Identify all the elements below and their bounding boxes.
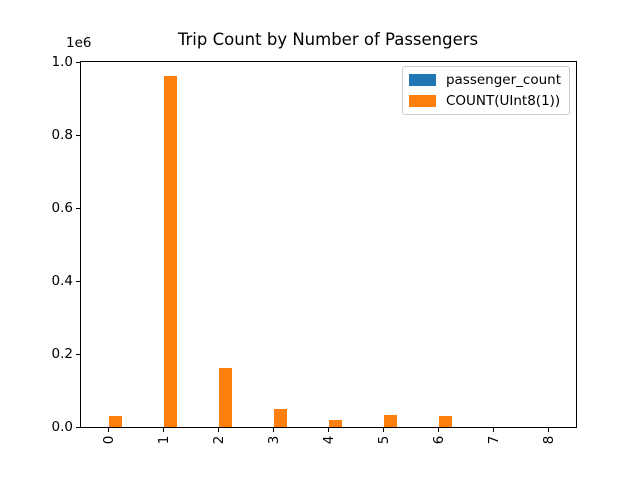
x-tick-mark — [328, 428, 329, 432]
x-tick-label: 3 — [265, 435, 282, 445]
y-tick-label: 0.2 — [51, 346, 73, 362]
y-axis-offset-label: 1e6 — [66, 35, 92, 51]
x-tick-label: 6 — [430, 435, 447, 445]
x-tick-label: 5 — [375, 435, 392, 445]
x-tick-mark — [163, 428, 164, 432]
x-tick-mark — [493, 428, 494, 432]
x-tick-label: 1 — [155, 435, 172, 445]
x-tick-mark — [548, 428, 549, 432]
legend-swatch — [408, 74, 436, 86]
legend: passenger_count COUNT(UInt8(1)) — [401, 66, 570, 115]
legend-swatch — [408, 95, 436, 107]
y-tick-mark — [76, 207, 80, 209]
plot-area: passenger_count COUNT(UInt8(1)) 0.0 0.2 0.4… — [52, 54, 577, 444]
bar-count-5 — [383, 414, 398, 427]
bar-count-4 — [328, 419, 343, 427]
bar-count-2 — [218, 367, 233, 427]
x-tick-mark — [273, 428, 274, 432]
bar-count-0 — [108, 416, 123, 427]
y-tick-label: 0.8 — [51, 127, 73, 143]
y-tick-mark — [76, 280, 80, 282]
chart-title: Trip Count by Number of Passengers — [177, 30, 479, 49]
legend-label: passenger_count — [445, 72, 561, 88]
x-tick-mark — [218, 428, 219, 432]
x-tick-mark — [438, 428, 439, 432]
legend-label: COUNT(UInt8(1)) — [445, 93, 561, 109]
bar-count-6 — [438, 416, 453, 427]
y-tick-label: 0.4 — [51, 273, 73, 289]
y-tick-mark — [76, 61, 80, 63]
y-tick-mark — [76, 353, 80, 355]
x-tick-mark — [383, 428, 384, 432]
y-tick-label: 0.0 — [51, 419, 73, 435]
y-tick-label: 1.0 — [51, 54, 73, 70]
x-tick-label: 0 — [100, 435, 117, 445]
bar-count-1 — [163, 75, 178, 427]
legend-entry: passenger_count — [408, 72, 561, 88]
legend-entry: COUNT(UInt8(1)) — [408, 93, 561, 109]
x-tick-label: 7 — [485, 435, 502, 445]
x-tick-label: 2 — [210, 435, 227, 445]
x-tick-mark — [108, 428, 109, 432]
y-tick-mark — [76, 134, 80, 136]
x-tick-label: 8 — [540, 435, 557, 445]
bar-count-3 — [273, 409, 288, 427]
y-tick-mark — [76, 426, 80, 428]
y-tick-label: 0.6 — [51, 200, 73, 216]
x-tick-label: 4 — [320, 435, 337, 445]
